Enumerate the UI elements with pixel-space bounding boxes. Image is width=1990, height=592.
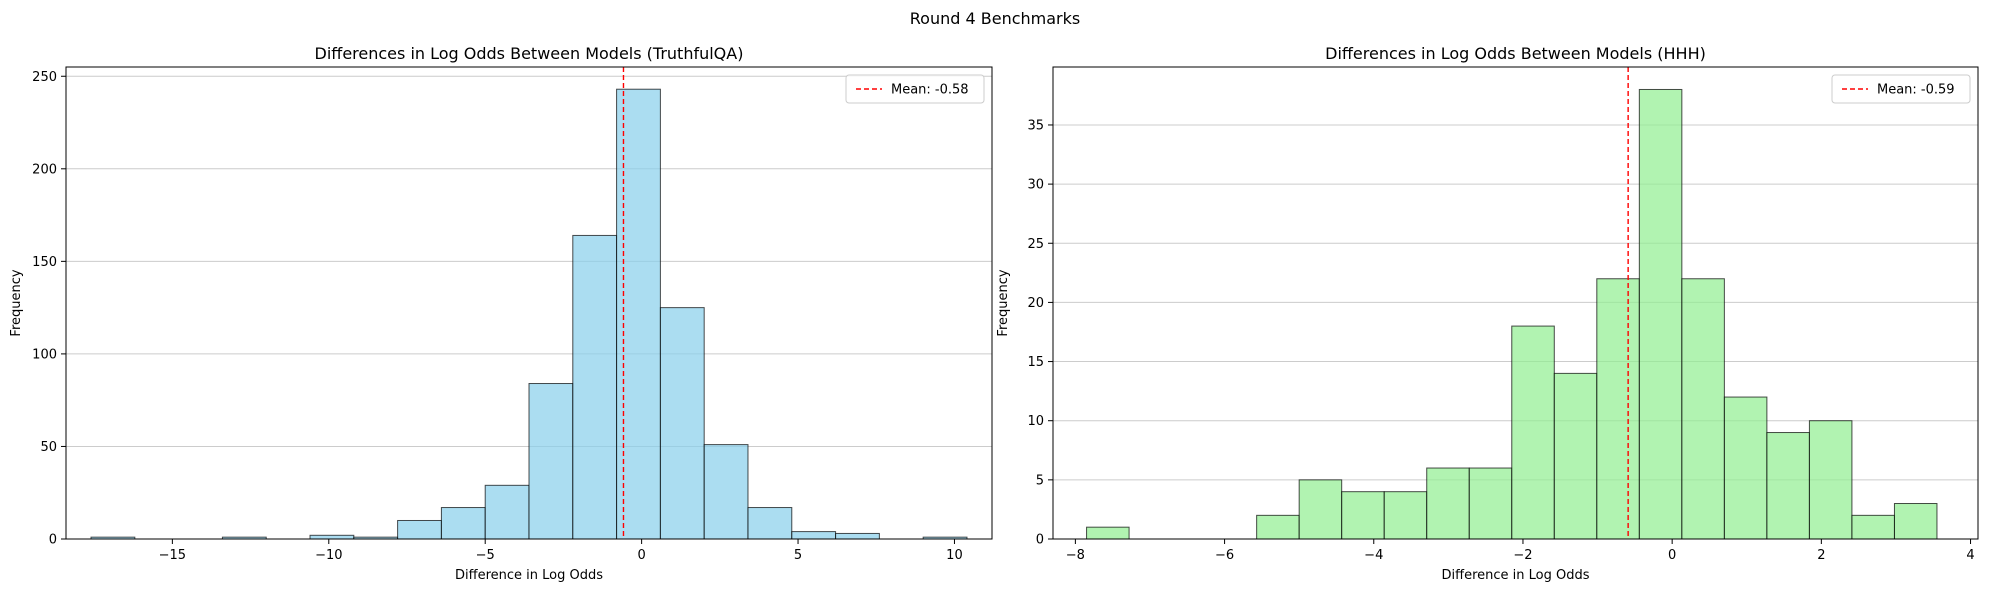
chart-title: Differences in Log Odds Between Models (…	[315, 44, 744, 63]
x-tick-label: −2	[1513, 548, 1532, 563]
histogram-bar	[1468, 467, 1513, 540]
x-tick-label: 2	[1817, 548, 1825, 563]
y-tick-label: 200	[32, 162, 57, 177]
y-tick-label: 20	[1027, 296, 1044, 311]
histogram-bar	[309, 534, 355, 540]
x-tick-label: −8	[1066, 548, 1085, 563]
histogram-bar	[1851, 514, 1895, 540]
histogram-bar	[1511, 325, 1555, 540]
histogram-bar	[440, 507, 486, 540]
histogram-bar	[1086, 526, 1130, 540]
y-axis-label: Frequency	[9, 269, 24, 336]
legend: Mean: -0.58	[845, 74, 985, 104]
histogram-bar	[791, 531, 837, 540]
histogram-bar	[528, 383, 574, 540]
x-tick-label: 4	[1966, 548, 1974, 563]
x-tick-label: −15	[159, 548, 186, 563]
figure-suptitle: Round 4 Benchmarks	[910, 9, 1080, 28]
y-tick-label: 100	[32, 347, 57, 362]
histogram-bar	[747, 507, 793, 540]
y-axis-label: Frequency	[996, 269, 1011, 336]
y-tick-label: 250	[32, 70, 57, 85]
y-tick-label: 50	[40, 440, 57, 455]
histogram-bar	[703, 444, 749, 540]
x-tick-label: 5	[794, 548, 802, 563]
histogram-bar	[659, 307, 705, 540]
histogram-bar	[1341, 491, 1385, 540]
histogram-hhh: −8 −6 −4 −2 0 2 4 0 5 10 15 20 25 30 35 Differences in …	[996, 44, 1979, 583]
y-tick-label: 10	[1027, 414, 1044, 429]
legend-mean-label: Mean: -0.58	[891, 83, 969, 98]
histogram-bar	[835, 532, 880, 540]
x-tick-label: 0	[1668, 548, 1676, 563]
histogram-bar	[1723, 396, 1768, 540]
y-tick-label: 30	[1027, 178, 1044, 193]
histogram-bar	[1298, 479, 1343, 540]
legend-box	[1831, 74, 1971, 104]
histogram-bar	[1256, 514, 1300, 540]
y-tick-label: 0	[49, 533, 57, 548]
histogram-bar	[1426, 467, 1470, 540]
histogram-bar	[1638, 88, 1683, 540]
x-tick-label: 10	[946, 548, 963, 563]
y-tick-label: 0	[1036, 533, 1044, 548]
x-tick-label: −5	[476, 548, 495, 563]
axes-frame	[1052, 66, 1979, 540]
x-axis-label: Difference in Log Odds	[1442, 568, 1590, 583]
histogram-bar	[484, 484, 530, 540]
histogram-bar	[1893, 503, 1938, 540]
histogram-bar	[572, 234, 618, 540]
y-tick-label: 15	[1027, 355, 1044, 370]
y-tick-label: 5	[1036, 473, 1044, 488]
histogram-bar	[1681, 278, 1725, 540]
y-tick-label: 150	[32, 255, 57, 270]
histogram-bar	[1596, 278, 1640, 540]
chart-title: Differences in Log Odds Between Models (…	[1325, 44, 1706, 63]
x-axis-label: Difference in Log Odds	[455, 568, 603, 583]
y-tick-label: 35	[1027, 118, 1044, 133]
histogram-bar	[397, 519, 442, 540]
legend: Mean: -0.59	[1831, 74, 1971, 104]
histogram-bar	[1808, 420, 1853, 540]
histogram-bar	[1553, 372, 1598, 540]
histogram-bar	[1383, 491, 1428, 540]
x-tick-label: −4	[1364, 548, 1383, 563]
axes-frame	[65, 66, 993, 540]
x-tick-label: −6	[1215, 548, 1234, 563]
x-tick-label: −10	[315, 548, 342, 563]
legend-mean-label: Mean: -0.59	[1877, 83, 1955, 98]
histogram-bar	[1766, 432, 1810, 540]
legend-box	[845, 74, 985, 104]
x-tick-label: 0	[637, 548, 645, 563]
y-tick-label: 25	[1027, 237, 1044, 252]
